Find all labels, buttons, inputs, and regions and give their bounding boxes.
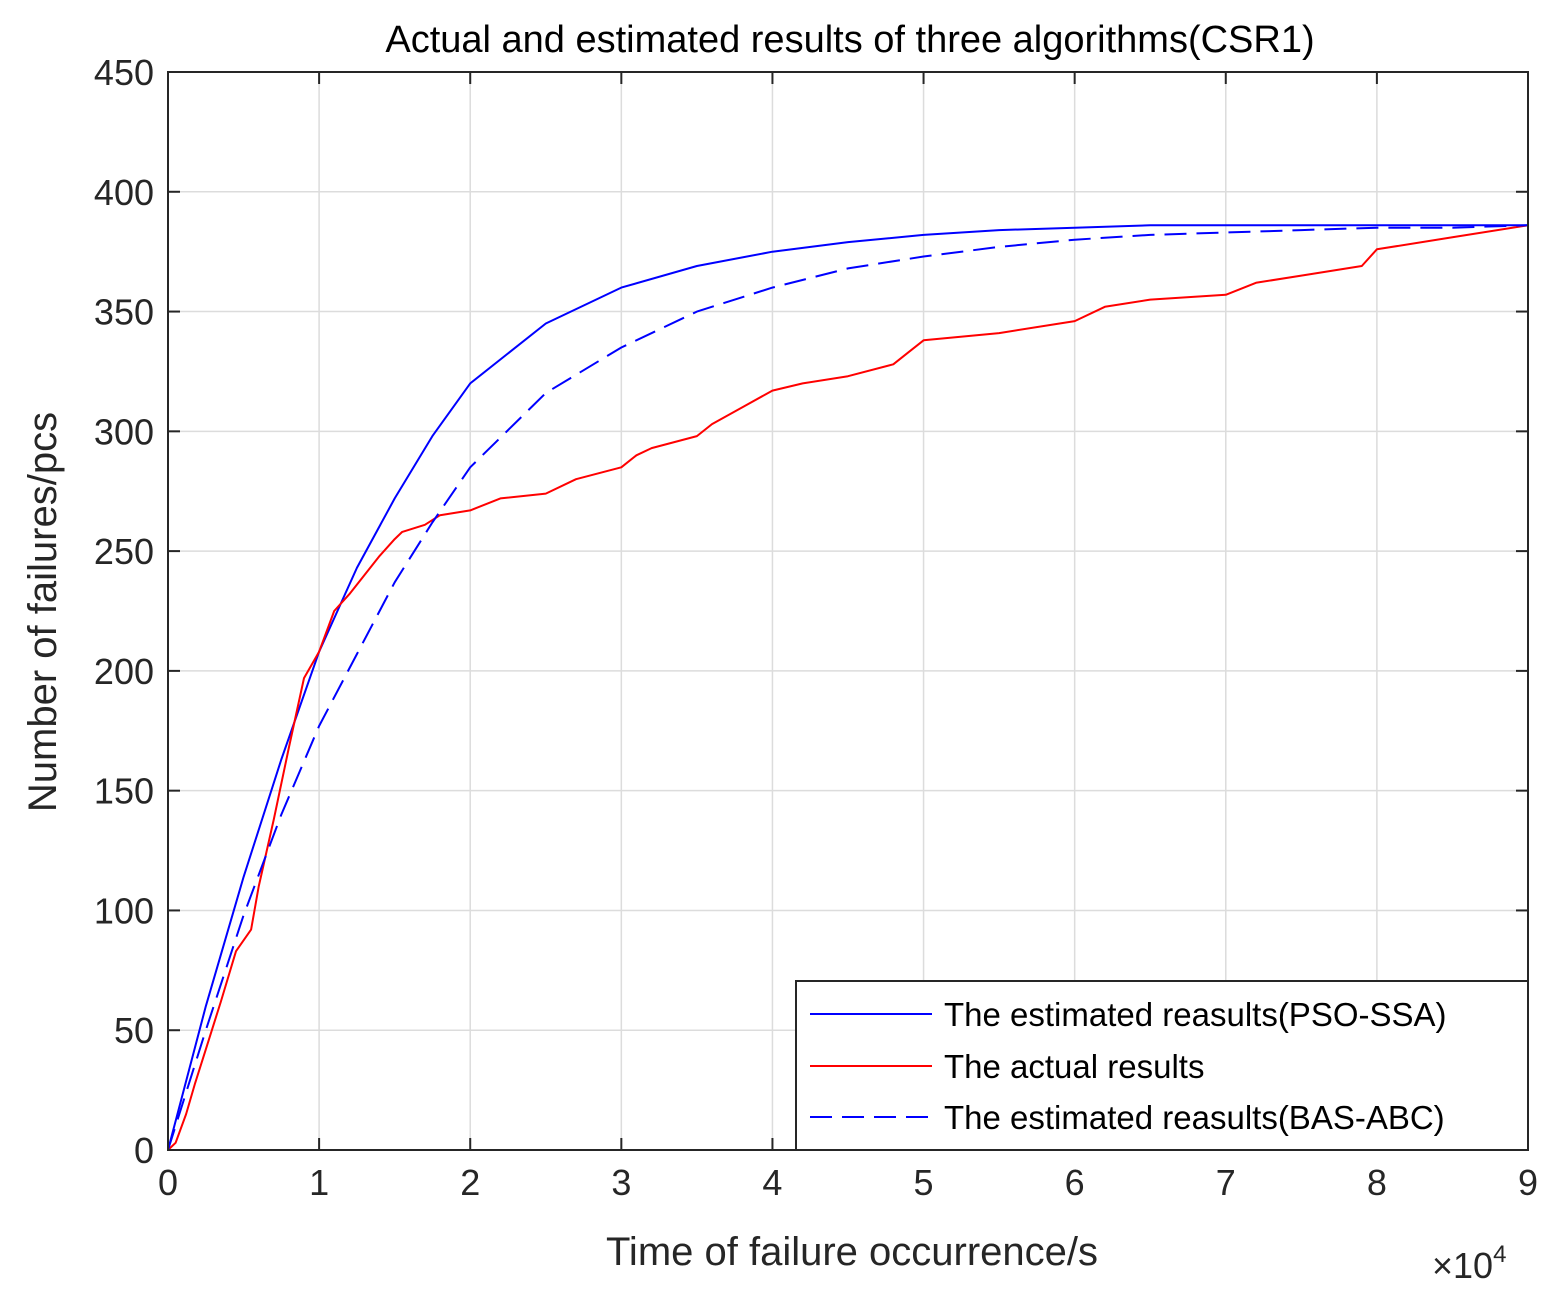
series-line-pso-ssa: [167, 224, 1528, 1151]
x-exponent-base: ×10: [1432, 1245, 1493, 1286]
y-tick-label: 350: [94, 292, 154, 333]
series-line-actual: [167, 224, 1529, 1151]
y-axis-label: Number of failures/pcs: [21, 412, 65, 812]
x-tick-label: 9: [1518, 1162, 1538, 1203]
y-tick-label: 100: [94, 890, 154, 931]
x-exponent-label: ×104: [1432, 1241, 1506, 1286]
legend-label-bas-abc: The estimated reasults(BAS-ABC): [944, 1099, 1445, 1136]
x-tick-label: 8: [1367, 1162, 1387, 1203]
x-exponent-power: 4: [1493, 1241, 1506, 1268]
x-tick-label: 2: [460, 1162, 480, 1203]
legend: The estimated reasults(PSO-SSA) The actu…: [795, 980, 1529, 1151]
y-tick-label: 0: [134, 1130, 154, 1171]
x-tick-label: 0: [158, 1162, 178, 1203]
y-tick-label: 50: [114, 1010, 154, 1051]
plot-area: [168, 72, 1528, 1150]
legend-label-pso-ssa: The estimated reasults(PSO-SSA): [944, 996, 1447, 1033]
y-tick-label: 150: [94, 771, 154, 812]
ticks: 0 1 2 3 4 5 6 7 8 9 0 50 100 150 200 250 300 350 400 450: [94, 52, 1538, 1203]
y-tick-label: 400: [94, 172, 154, 213]
x-tick-label: 7: [1216, 1162, 1236, 1203]
legend-label-actual: The actual results: [944, 1048, 1204, 1085]
series-layer: [167, 224, 1529, 1151]
chart-title: Actual and estimated results of three al…: [385, 19, 1314, 61]
x-tick-label: 1: [309, 1162, 329, 1203]
x-tick-label: 3: [611, 1162, 631, 1203]
x-tick-label: 4: [762, 1162, 782, 1203]
x-axis-label: Time of failure occurrence/s: [606, 1230, 1098, 1274]
x-tick-label: 5: [914, 1162, 934, 1203]
series-line-bas-abc: [167, 224, 1529, 1151]
y-tick-label: 300: [94, 411, 154, 452]
y-tick-label: 200: [94, 651, 154, 692]
y-tick-label: 250: [94, 531, 154, 572]
y-tick-label: 450: [94, 52, 154, 93]
x-tick-label: 6: [1065, 1162, 1085, 1203]
